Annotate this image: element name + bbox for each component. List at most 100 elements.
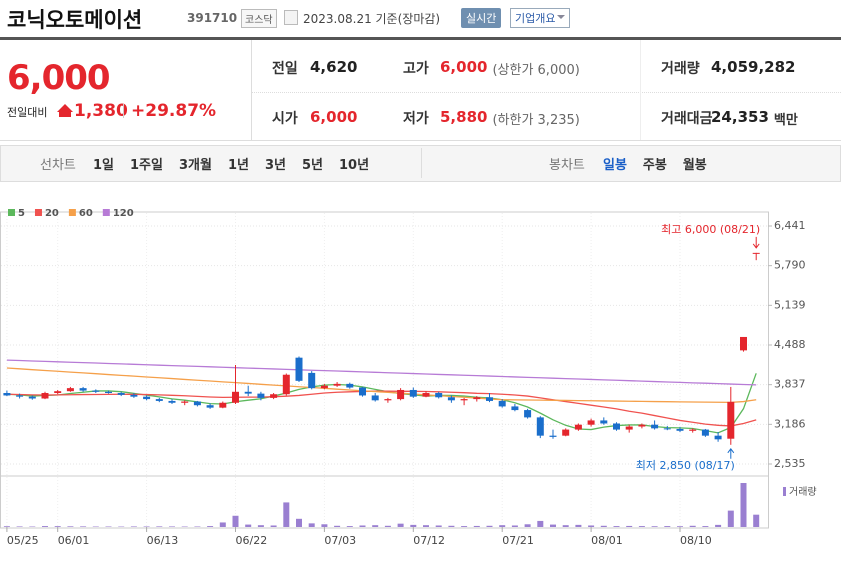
volume-bar	[245, 524, 252, 527]
icon[interactable]	[284, 10, 298, 25]
volume-bar	[156, 526, 163, 527]
divider	[251, 40, 252, 140]
volume-legend: 거래량	[789, 486, 817, 498]
volume-bar	[740, 483, 747, 527]
candle-body	[409, 389, 417, 397]
volume-bar	[308, 523, 315, 527]
volume-bar	[334, 525, 341, 527]
volume-bar	[219, 522, 226, 527]
candle-body	[3, 393, 11, 396]
x-tick-label: 07/21	[502, 534, 534, 547]
candle-body	[181, 401, 189, 403]
change-rate: +29.87%	[131, 101, 217, 121]
volume-bar	[537, 520, 544, 527]
summary-label: 저가	[403, 111, 429, 127]
volume-bar	[550, 524, 556, 527]
candle-body	[600, 420, 608, 424]
period-tab[interactable]: 5년	[301, 158, 323, 173]
period-tab[interactable]: 월봉	[682, 158, 707, 173]
candle-body	[397, 389, 405, 400]
volume-bar	[677, 526, 683, 527]
volume-bar	[524, 524, 531, 527]
volume-bar	[664, 526, 671, 527]
volume-bar	[321, 524, 328, 527]
tab-group-label: 봉차트	[549, 158, 585, 173]
summary-label: 시가	[272, 111, 298, 127]
period-tab[interactable]: 10년	[339, 158, 370, 173]
x-tick-label: 06/01	[58, 534, 90, 547]
low-arrow	[727, 447, 735, 459]
volume-bar	[283, 502, 290, 527]
company-name: 코닉오토메이션	[7, 8, 143, 32]
period-tab[interactable]: 일봉	[603, 158, 627, 173]
candle-body	[422, 393, 430, 397]
candle-body	[714, 435, 722, 440]
candle-body	[676, 428, 684, 431]
candle-body	[193, 401, 201, 406]
candle-body	[295, 357, 303, 381]
candle-body	[536, 417, 544, 436]
candle-body	[740, 336, 747, 351]
candle-body	[562, 429, 570, 436]
candle-body	[320, 385, 328, 389]
x-tick-label: 07/03	[324, 534, 356, 547]
candle-body	[384, 399, 392, 401]
volume-bar	[511, 525, 518, 527]
candle-body	[689, 429, 697, 431]
candle-body	[359, 387, 366, 396]
volume-bar	[207, 526, 214, 527]
summary-value: 6,000	[310, 108, 358, 126]
up-arrow-stem	[59, 112, 71, 117]
period-tab[interactable]: 1년	[227, 158, 249, 173]
candle-body	[727, 401, 735, 439]
volume-bar	[448, 525, 455, 527]
legend-swatch	[102, 209, 110, 216]
high-arrow	[752, 236, 760, 249]
period-tab[interactable]: 3년	[264, 158, 286, 173]
candle-body	[333, 383, 341, 386]
chart-frame	[0, 211, 769, 529]
summary-label: 거래대금	[661, 111, 713, 127]
volume-bar	[232, 515, 239, 527]
overview-button[interactable]: 기업개요	[510, 8, 571, 28]
period-tab[interactable]: 주봉	[642, 158, 667, 173]
legend-swatch	[34, 209, 42, 216]
summary-value: 4,620	[310, 58, 358, 76]
volume-bar	[486, 525, 493, 527]
x-tick-label: 08/01	[591, 534, 623, 547]
header-rule	[0, 37, 841, 40]
legend-label: 120	[113, 208, 134, 219]
volume-bar	[435, 525, 442, 527]
overview-text: 기업개요	[515, 12, 556, 25]
divider	[640, 40, 641, 140]
volume-legend-swatch	[783, 487, 786, 496]
tab-group-label: 선차트	[40, 158, 76, 173]
candle-body	[54, 391, 62, 394]
up-arrow	[57, 104, 73, 112]
x-tick-label: 07/12	[413, 534, 445, 547]
candle-body	[752, 252, 760, 254]
x-tick-label: 06/13	[147, 534, 179, 547]
period-tab[interactable]: 1주일	[130, 158, 163, 173]
realtime-button[interactable]: 실시간	[461, 8, 502, 28]
row-divider	[252, 92, 841, 93]
candle-body	[105, 391, 112, 394]
volume-bar	[600, 525, 607, 527]
legend-swatch	[8, 209, 15, 216]
change-label: 전일대비	[7, 106, 48, 119]
legend-label: 20	[45, 208, 59, 219]
period-tab[interactable]: 1일	[93, 158, 115, 173]
volume-bar	[626, 525, 633, 527]
ma-line	[6, 359, 757, 386]
price: 6,000	[7, 58, 111, 98]
period-tab[interactable]: 3개월	[178, 158, 212, 173]
volume-bar	[16, 526, 23, 527]
volume-bar	[296, 518, 302, 527]
candle-body	[587, 420, 595, 425]
summary-note: (상한가 6,000)	[492, 63, 580, 78]
candle-body	[663, 428, 671, 430]
summary-value: 5,880	[440, 108, 488, 126]
volume-bar	[423, 525, 429, 527]
